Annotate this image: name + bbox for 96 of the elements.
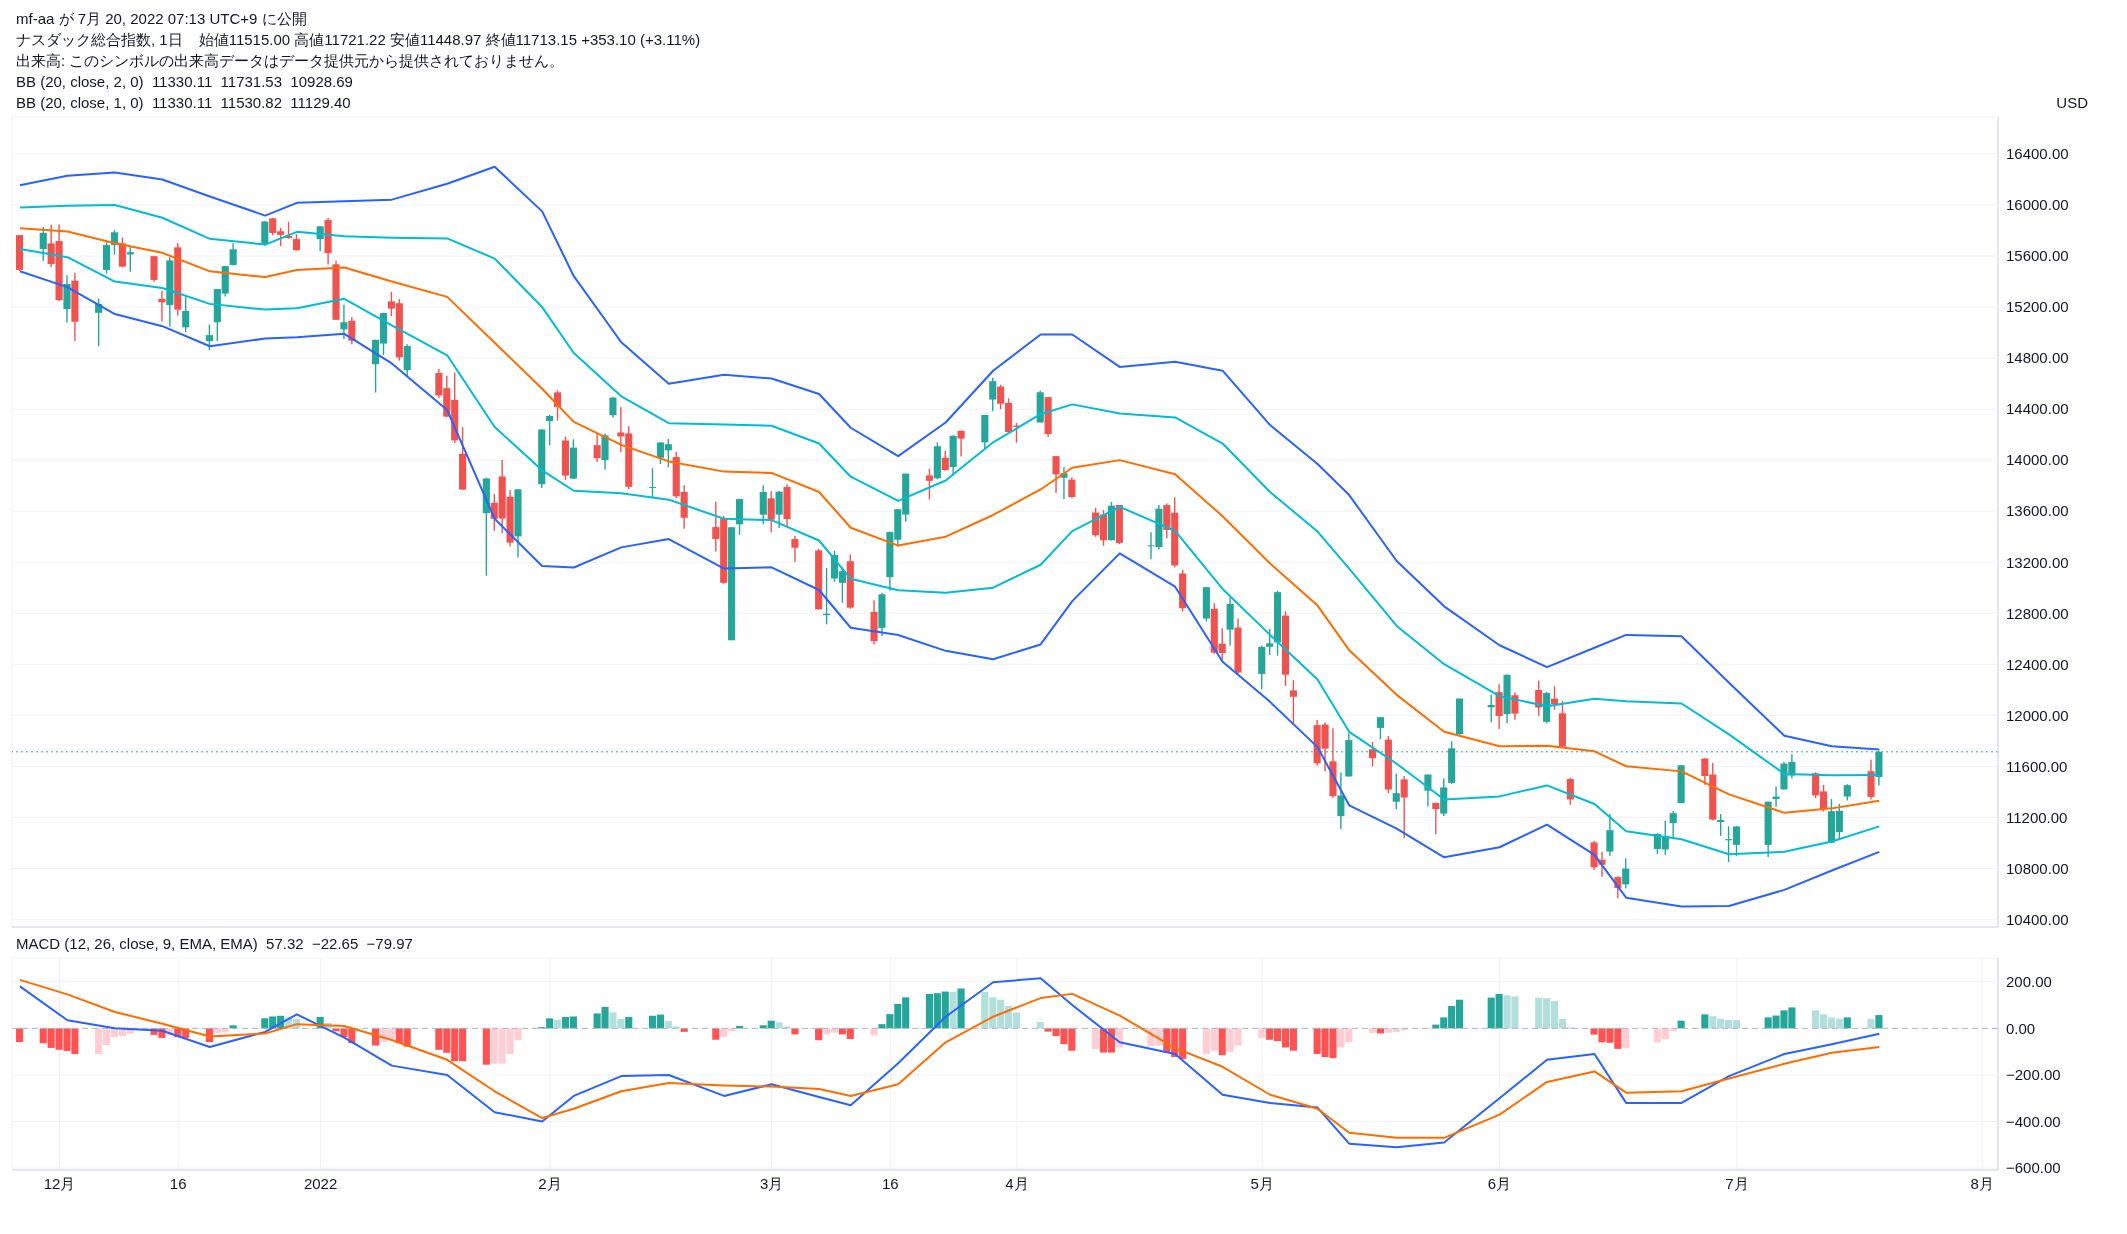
- y-tick-label: 10400.00: [2006, 910, 2069, 928]
- chart-title: ナスダック総合指数, 1日: [16, 30, 183, 50]
- candlestick: [1392, 773, 1400, 810]
- y-tick-label: 200.00: [2006, 973, 2052, 991]
- candlestick: [1606, 813, 1614, 857]
- y-tick-label: 13200.00: [2006, 553, 2069, 571]
- x-tick-label: 4月: [1005, 1174, 1029, 1192]
- text: 出来高: このシンボルの出来高データはデータ提供元から提供されておりません。: [16, 51, 566, 71]
- candlestick: [150, 255, 158, 283]
- bar: [625, 1016, 633, 1029]
- x-tick-label: 7月: [1725, 1174, 1749, 1192]
- x-tick-label: 12月: [43, 1174, 76, 1192]
- text: BB (20, close, 2, 0) 11330.11 11731.53 10928.69: [16, 72, 354, 92]
- candlestick: [767, 490, 775, 534]
- y-tick-label: 12800.00: [2006, 604, 2069, 622]
- x-tick-label: 5月: [1250, 1174, 1274, 1192]
- candlestick: [941, 450, 949, 472]
- y-tick-label: −600.00: [2006, 1159, 2061, 1177]
- candlestick: [205, 323, 213, 352]
- candlestick: [1337, 771, 1345, 830]
- y-tick-label: 11200.00: [2006, 808, 2068, 826]
- bar: [815, 1028, 823, 1041]
- y-tick-label: −200.00: [2006, 1066, 2061, 1084]
- candlestick: [118, 236, 126, 268]
- y-tick-label: 14400.00: [2006, 400, 2069, 418]
- bar: [1258, 1028, 1266, 1038]
- x-tick-label: 2月: [538, 1174, 562, 1192]
- bar: [1092, 1028, 1100, 1050]
- y-tick-label: −400.00: [2006, 1112, 2061, 1130]
- bar: [1218, 1028, 1226, 1056]
- bar: [554, 1019, 562, 1029]
- candlestick: [1400, 775, 1408, 839]
- candlestick: [791, 535, 799, 563]
- bar: [712, 1028, 720, 1040]
- y-tick-label: 0.00: [2006, 1019, 2036, 1037]
- candlestick: [1511, 691, 1519, 721]
- bar: [15, 1028, 24, 1043]
- text: 始値11515.00 高値11721.22 安値11448.97 終値11713.15 +353.10 (+3.11%): [198, 30, 701, 50]
- candlestick: [1068, 476, 1076, 499]
- candlestick: [126, 246, 134, 273]
- bar: [957, 988, 965, 1029]
- candlestick: [1266, 628, 1274, 656]
- candlestick: [1432, 802, 1440, 835]
- candlestick: [759, 484, 767, 525]
- y-tick-label: 11600.00: [2006, 757, 2068, 775]
- candlestick: [1289, 679, 1297, 725]
- bar: [1036, 1022, 1044, 1029]
- y-tick-label: 16000.00: [2006, 196, 2069, 214]
- text: BB (20, close, 1, 0) 11330.11 11530.82 11129.40: [16, 93, 352, 113]
- y-tick-label: 15200.00: [2006, 298, 2069, 316]
- bar: [949, 992, 957, 1029]
- candlestick: [1772, 785, 1780, 808]
- bar: [229, 1025, 237, 1029]
- candlestick: [340, 303, 348, 340]
- y-tick-label: 10800.00: [2006, 859, 2069, 877]
- bar: [870, 1028, 878, 1036]
- text: mf-aa が 7月 20, 2022 07:13 UTC+9 に公開: [16, 9, 308, 29]
- candlestick: [229, 242, 237, 267]
- candlestick: [1052, 455, 1060, 494]
- candlestick: [1717, 813, 1725, 837]
- y-tick-label: 14800.00: [2006, 349, 2069, 367]
- bar: [1875, 1015, 1883, 1029]
- candlestick: [546, 414, 554, 447]
- candlestick: [1669, 810, 1677, 840]
- y-tick-label: 12000.00: [2006, 706, 2069, 724]
- x-tick-label: 16: [169, 1174, 187, 1192]
- x-tick-label: 2022: [303, 1174, 338, 1192]
- candlestick: [609, 396, 617, 419]
- text: MACD (12, 26, close, 9, EMA, EMA) 57.32 −22.65 −79.97: [16, 934, 413, 954]
- bar: [1843, 1017, 1851, 1029]
- candlestick: [39, 226, 47, 262]
- y-tick-label: 12400.00: [2006, 655, 2069, 673]
- bar: [1867, 1018, 1875, 1029]
- bar: [1622, 1028, 1630, 1049]
- candlestick: [182, 295, 190, 333]
- y-tick-label: 16400.00: [2006, 145, 2069, 163]
- candlestick: [925, 467, 933, 501]
- x-tick-label: 8月: [1970, 1174, 1994, 1192]
- candlestick: [648, 467, 657, 499]
- y-tick-label: 15600.00: [2006, 247, 2069, 265]
- x-tick-label: 16: [881, 1174, 899, 1192]
- candlestick: [593, 432, 601, 463]
- candlestick: [1622, 857, 1630, 889]
- bar: [1701, 1014, 1709, 1029]
- y-tick-label: 13600.00: [2006, 502, 2069, 520]
- candlestick: [1368, 741, 1377, 768]
- y-axis-title: USD: [2056, 93, 2088, 113]
- candlestick: [1376, 716, 1384, 740]
- bar: [482, 1028, 490, 1065]
- x-tick-label: 6月: [1487, 1174, 1512, 1192]
- candlestick: [957, 429, 965, 458]
- y-tick-label: 14000.00: [2006, 451, 2069, 469]
- candlestick: [261, 220, 269, 247]
- x-tick-label: 3月: [759, 1174, 784, 1192]
- candlestick: [775, 490, 783, 529]
- candlestick: [989, 377, 997, 412]
